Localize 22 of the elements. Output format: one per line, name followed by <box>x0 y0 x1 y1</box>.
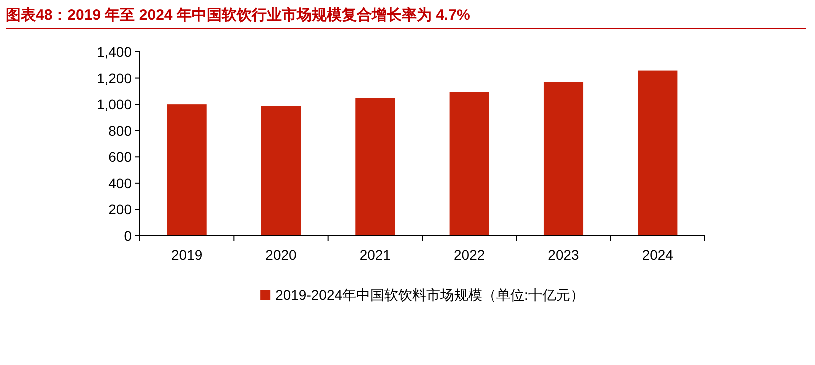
x-tick-label: 2024 <box>642 247 674 263</box>
bar <box>356 98 396 236</box>
legend-label: 2019-2024年中国软饮料市场规模（单位:十亿元） <box>276 287 584 303</box>
x-tick-label: 2021 <box>360 247 392 263</box>
bar <box>450 92 490 236</box>
y-tick-label: 1,000 <box>96 96 132 113</box>
chart-title: 图表48：2019 年至 2024 年中国软饮行业市场规模复合增长率为 4.7% <box>6 6 806 29</box>
y-tick-label: 800 <box>108 122 132 139</box>
x-tick-label: 2019 <box>172 247 203 263</box>
y-tick-label: 1,200 <box>96 70 132 86</box>
bar <box>638 70 678 236</box>
x-tick-label: 2022 <box>454 247 486 263</box>
bar <box>544 82 584 236</box>
y-tick-label: 1,400 <box>96 44 132 60</box>
y-tick-label: 0 <box>124 228 132 244</box>
x-tick-label: 2023 <box>548 247 580 263</box>
x-tick-label: 2020 <box>266 247 298 263</box>
y-tick-label: 200 <box>108 202 132 218</box>
bar <box>167 104 207 236</box>
y-tick-label: 400 <box>108 175 132 192</box>
y-tick-label: 600 <box>108 149 132 166</box>
bar <box>261 106 302 236</box>
